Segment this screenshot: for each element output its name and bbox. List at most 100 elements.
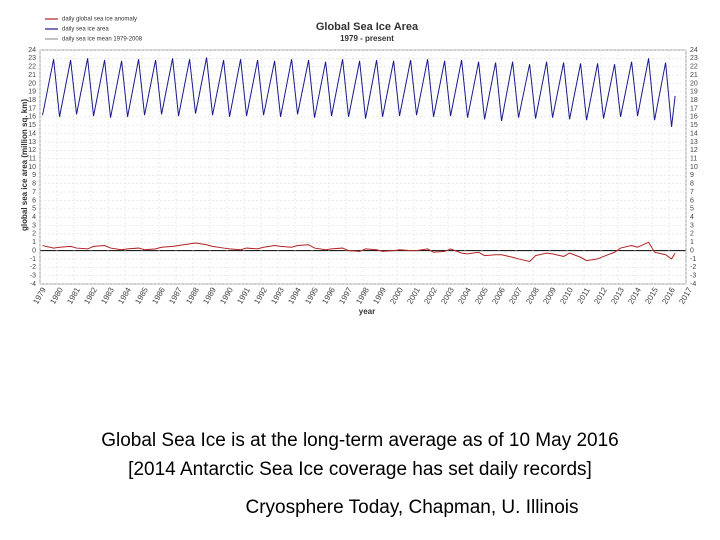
x-tick-label: 2002 <box>422 285 439 305</box>
y-tick-label-right: 18 <box>690 97 698 104</box>
y-tick-label-right: 15 <box>690 122 698 129</box>
y-tick-label: 6 <box>32 197 36 204</box>
y-tick-label: 12 <box>28 147 36 154</box>
x-tick-label: 1995 <box>303 285 320 305</box>
x-tick-label: 1991 <box>235 285 252 305</box>
x-tick-label: 1982 <box>82 285 99 305</box>
x-tick-label: 2000 <box>388 285 405 305</box>
y-tick-label: 20 <box>28 80 36 87</box>
y-tick-label-right: 7 <box>690 189 694 196</box>
legend-label: daily sea ice mean 1979-2008 <box>62 37 143 43</box>
y-tick-label-right: 10 <box>690 164 698 171</box>
chart-subtitle: 1979 - present <box>340 34 394 43</box>
y-tick-label-right: 17 <box>690 105 698 112</box>
y-tick-label-right: 1 <box>690 239 694 246</box>
x-tick-label: 2004 <box>456 285 473 305</box>
x-tick-label: 2017 <box>677 285 694 305</box>
y-tick-label: 21 <box>28 72 36 79</box>
y-tick-label-right: 3 <box>690 222 694 229</box>
y-tick-label-right: 5 <box>690 206 694 213</box>
x-tick-label: 1986 <box>150 285 167 305</box>
y-tick-label: 2 <box>32 231 36 238</box>
y-tick-label-right: -4 <box>690 281 696 288</box>
legend-label: daily global sea ice anomaly <box>62 17 137 23</box>
y-tick-label: -2 <box>30 264 36 271</box>
y-tick-label: 5 <box>32 206 36 213</box>
y-tick-label-right: 14 <box>690 130 698 137</box>
y-tick-label-right: 2 <box>690 231 694 238</box>
x-tick-label: 2007 <box>507 285 524 305</box>
y-tick-label: -3 <box>30 272 36 279</box>
y-tick-label-right: 16 <box>690 114 698 121</box>
y-tick-label: 9 <box>32 172 36 179</box>
x-tick-label: 1994 <box>286 285 303 305</box>
legend-label: daily sea ice area <box>62 27 109 33</box>
y-tick-label: 7 <box>32 189 36 196</box>
caption-line: Global Sea Ice is at the long-term avera… <box>101 430 619 451</box>
data-line <box>42 57 676 127</box>
y-tick-label-right: 22 <box>690 64 698 71</box>
x-tick-label: 1992 <box>252 285 269 305</box>
y-tick-label-right: 23 <box>690 55 698 62</box>
y-tick-label-right: 8 <box>690 181 694 188</box>
x-tick-label: 2001 <box>405 285 422 305</box>
y-tick-label: 10 <box>28 164 36 171</box>
x-tick-label: 1997 <box>337 285 354 305</box>
caption-line: [2014 Antarctic Sea Ice coverage has set… <box>128 459 592 480</box>
x-tick-label: 1981 <box>65 285 82 305</box>
x-tick-label: 2008 <box>524 285 541 305</box>
x-tick-label: 2014 <box>626 285 643 305</box>
x-tick-label: 2003 <box>439 285 456 305</box>
y-tick-label-right: 11 <box>690 155 697 162</box>
y-tick-label-right: 19 <box>690 89 698 96</box>
y-tick-label: 17 <box>28 105 36 112</box>
y-tick-label: 0 <box>32 247 36 254</box>
y-tick-label-right: -3 <box>690 272 696 279</box>
y-tick-label: 13 <box>28 139 36 146</box>
y-tick-label: 3 <box>32 222 36 229</box>
x-tick-label: 1990 <box>218 285 235 305</box>
y-tick-label-right: 12 <box>690 147 698 154</box>
x-tick-label: 1998 <box>354 285 371 305</box>
x-tick-label: 2013 <box>609 285 626 305</box>
x-tick-label: 2010 <box>558 285 575 305</box>
x-tick-label: 1985 <box>133 285 150 305</box>
y-tick-label: 14 <box>28 130 36 137</box>
y-tick-label-right: 24 <box>690 47 698 54</box>
y-tick-label: 4 <box>32 214 36 221</box>
x-tick-label: 1999 <box>371 285 388 305</box>
y-tick-label: 16 <box>28 114 36 121</box>
data-line <box>42 241 676 262</box>
y-tick-label: 19 <box>28 89 36 96</box>
y-tick-label: -1 <box>30 256 36 263</box>
y-tick-label: -4 <box>30 281 36 288</box>
x-tick-label: 2005 <box>473 285 490 305</box>
y-tick-label-right: 21 <box>690 72 698 79</box>
y-tick-label-right: 6 <box>690 197 694 204</box>
y-tick-label: 15 <box>28 122 36 129</box>
y-tick-label: 22 <box>28 64 36 71</box>
y-tick-label: 1 <box>32 239 36 246</box>
x-tick-label: 1983 <box>99 285 116 305</box>
y-tick-label-right: 0 <box>690 247 694 254</box>
y-tick-label-right: 20 <box>690 80 698 87</box>
x-tick-label: 1993 <box>269 285 286 305</box>
y-tick-label: 18 <box>28 97 36 104</box>
y-tick-label: 23 <box>28 55 36 62</box>
x-tick-label: 2012 <box>592 285 609 305</box>
y-tick-label-right: 13 <box>690 139 698 146</box>
x-tick-label: 1989 <box>201 285 218 305</box>
caption-line: Cryosphere Today, Chapman, U. Illinois <box>245 497 578 518</box>
x-tick-label: 2015 <box>643 285 660 305</box>
x-tick-label: 2006 <box>490 285 507 305</box>
x-tick-label: 1984 <box>116 285 133 305</box>
x-tick-label: 1980 <box>48 285 65 305</box>
x-tick-label: 2011 <box>575 286 592 306</box>
x-axis-label: year <box>359 307 375 316</box>
x-tick-label: 1987 <box>167 285 184 305</box>
y-axis-label: global sea ice area (million sq. km) <box>20 99 29 231</box>
x-tick-label: 1996 <box>320 285 337 305</box>
y-tick-label-right: 9 <box>690 172 694 179</box>
y-tick-label: 24 <box>28 47 36 54</box>
